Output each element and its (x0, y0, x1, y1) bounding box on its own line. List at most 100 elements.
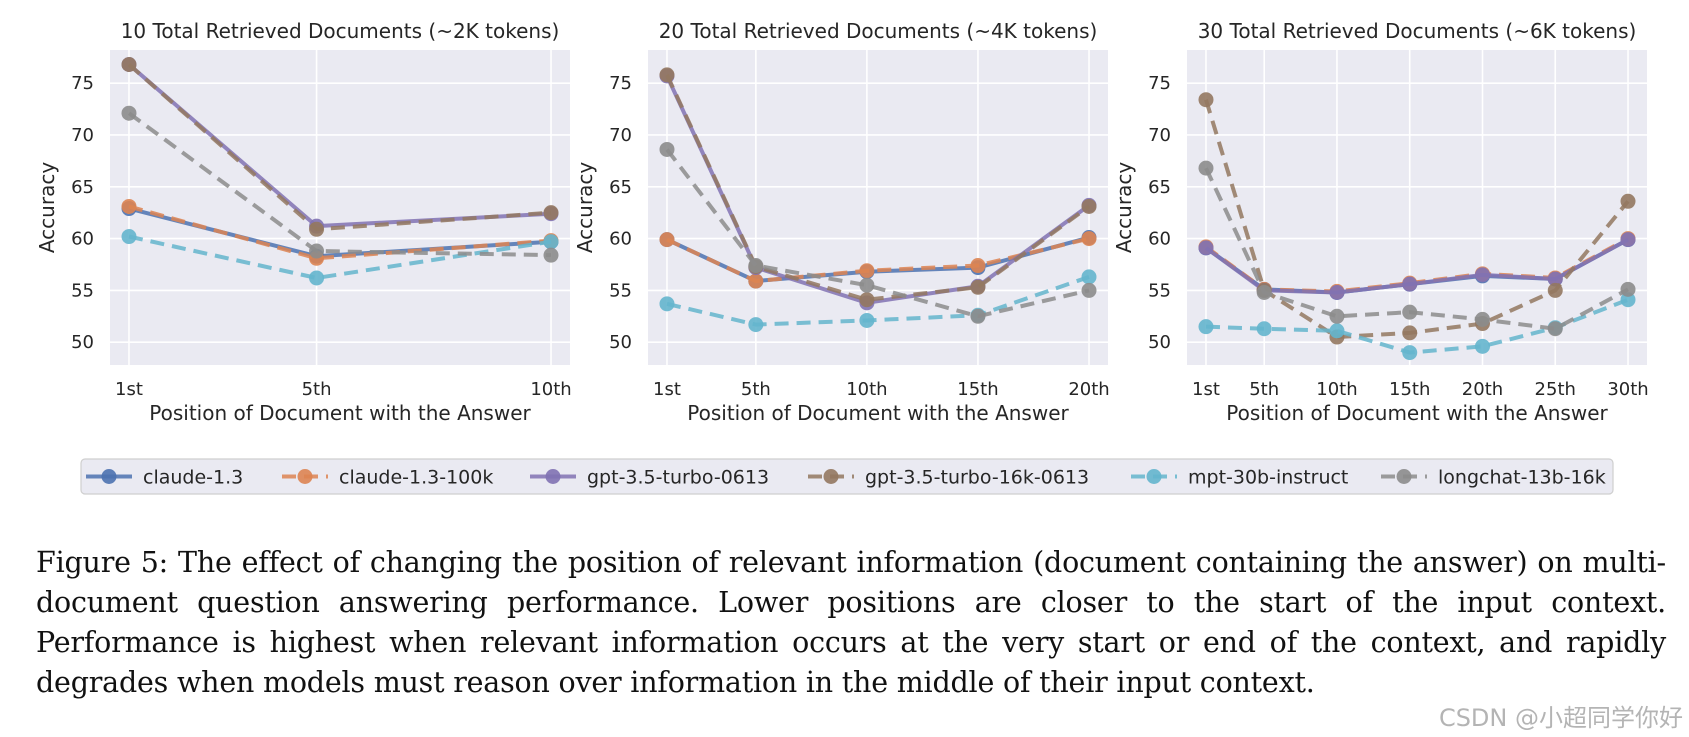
data-point (1329, 284, 1345, 300)
x-tick-label: 5th (741, 379, 771, 400)
chart-title: 10 Total Retrieved Documents (~2K tokens… (121, 19, 560, 43)
y-tick-label: 60 (71, 229, 94, 250)
y-axis-label: Accuracy (1112, 162, 1136, 253)
data-point (1402, 304, 1418, 320)
series-mpt-30b-instruct (121, 229, 559, 286)
x-axis-label: Position of Document with the Answer (149, 401, 531, 425)
y-tick-label: 70 (1148, 125, 1171, 146)
x-tick-label: 20th (1068, 379, 1109, 400)
legend-entry-gpt-3.5-turbo-0613: gpt-3.5-turbo-0613 (530, 467, 769, 489)
data-point (121, 198, 137, 214)
y-tick-label: 55 (1148, 280, 1171, 301)
legend-label: longchat-13b-16k (1438, 467, 1606, 489)
series-gpt-3.5-turbo-16k-0613 (121, 57, 559, 237)
x-tick-label: 1st (115, 379, 143, 400)
data-point (859, 263, 875, 279)
data-point (1547, 282, 1563, 298)
chart-panel-2: 50 55 60 65 70 75 1st 5th 10th 15th 20th 20 Total R… (573, 19, 1110, 425)
data-point (1402, 345, 1418, 361)
data-point (543, 205, 559, 221)
data-point (1081, 269, 1097, 285)
y-tick-label: 50 (1148, 332, 1171, 353)
y-axis-label: Accuracy (35, 162, 59, 253)
y-axis-label: Accuracy (573, 162, 597, 253)
data-point (1402, 325, 1418, 341)
legend-marker (1146, 469, 1162, 484)
legend-label: gpt-3.5-turbo-0613 (587, 467, 769, 489)
data-point (1198, 92, 1214, 108)
y-tick-label: 55 (609, 280, 632, 301)
data-point (748, 317, 764, 333)
x-tick-label: 10th (846, 379, 887, 400)
data-point (1474, 267, 1490, 283)
data-point (1547, 321, 1563, 337)
data-point (1081, 231, 1097, 247)
legend-entry-gpt-3.5-turbo-16k-0613: gpt-3.5-turbo-16k-0613 (808, 467, 1089, 489)
chart-panel-3: 50 55 60 65 70 75 1st 5th 10th 15th 20th 25th 30th 30… (1112, 19, 1649, 425)
chart-title: 30 Total Retrieved Documents (~6K tokens… (1198, 19, 1637, 43)
data-point (1256, 284, 1272, 300)
data-point (1474, 311, 1490, 327)
y-tick-label: 60 (609, 229, 632, 250)
legend-label: claude-1.3 (143, 467, 243, 489)
data-point (859, 312, 875, 328)
figure-caption: Figure 5: The effect of changing the pos… (36, 546, 1666, 699)
x-tick-label: 15th (1389, 379, 1430, 400)
chart-panel-1: 50 55 60 65 70 75 1st 5th 10th 10 Total Retrieved… (35, 19, 572, 425)
data-point (748, 273, 764, 289)
x-tick-label: 10th (1316, 379, 1357, 400)
legend-entry-longchat-13b-16k: longchat-13b-16k (1381, 467, 1606, 489)
data-point (1620, 281, 1636, 297)
legend-marker (823, 469, 839, 484)
series-longchat-13b-16k (1198, 160, 1636, 337)
data-point (121, 229, 137, 245)
legend-marker (297, 469, 313, 484)
data-point (1329, 308, 1345, 324)
x-tick-label: 15th (957, 379, 998, 400)
data-point (970, 258, 986, 274)
data-point (1329, 323, 1345, 339)
data-point (543, 234, 559, 250)
y-tick-label: 75 (71, 73, 94, 94)
y-tick-label: 50 (71, 332, 94, 353)
data-point (1256, 321, 1272, 337)
data-point (1547, 271, 1563, 287)
data-point (659, 67, 675, 83)
x-tick-label: 30th (1607, 379, 1648, 400)
data-point (1081, 198, 1097, 214)
data-point (970, 308, 986, 324)
x-tick-label: 5th (302, 379, 332, 400)
legend-entry-claude-1.3-100k: claude-1.3-100k (282, 467, 493, 489)
legend-marker (1396, 469, 1412, 484)
legend-marker (545, 469, 561, 484)
x-tick-label: 1st (1192, 379, 1220, 400)
y-tick-label: 70 (609, 125, 632, 146)
legend-entry-mpt-30b-instruct: mpt-30b-instruct (1131, 467, 1348, 489)
x-tick-label: 5th (1249, 379, 1279, 400)
legend-label: claude-1.3-100k (339, 467, 493, 489)
series-line (665, 74, 1091, 302)
x-axis-label: Position of Document with the Answer (1226, 401, 1608, 425)
data-point (1198, 319, 1214, 335)
data-point (970, 279, 986, 295)
data-point (1402, 276, 1418, 292)
series-claude-1.3-100k (659, 231, 1097, 289)
y-tick-label: 60 (1148, 229, 1171, 250)
y-tick-label: 55 (71, 280, 94, 301)
x-tick-label: 10th (530, 379, 571, 400)
series-longchat-13b-16k (659, 141, 1097, 324)
data-point (1620, 292, 1636, 308)
data-point (309, 243, 325, 259)
legend-label: gpt-3.5-turbo-16k-0613 (865, 467, 1089, 489)
legend-entry-claude-1.3: claude-1.3 (86, 467, 243, 489)
data-point (1620, 193, 1636, 209)
data-point (1474, 338, 1490, 354)
x-axis-label: Position of Document with the Answer (687, 401, 1069, 425)
legend-marker (101, 469, 117, 484)
data-point (309, 270, 325, 286)
data-point (748, 258, 764, 274)
data-point (1198, 240, 1214, 256)
legend: claude-1.3 claude-1.3-100k gpt-3.5-turbo-0… (80, 458, 1614, 495)
y-tick-label: 65 (609, 177, 632, 198)
